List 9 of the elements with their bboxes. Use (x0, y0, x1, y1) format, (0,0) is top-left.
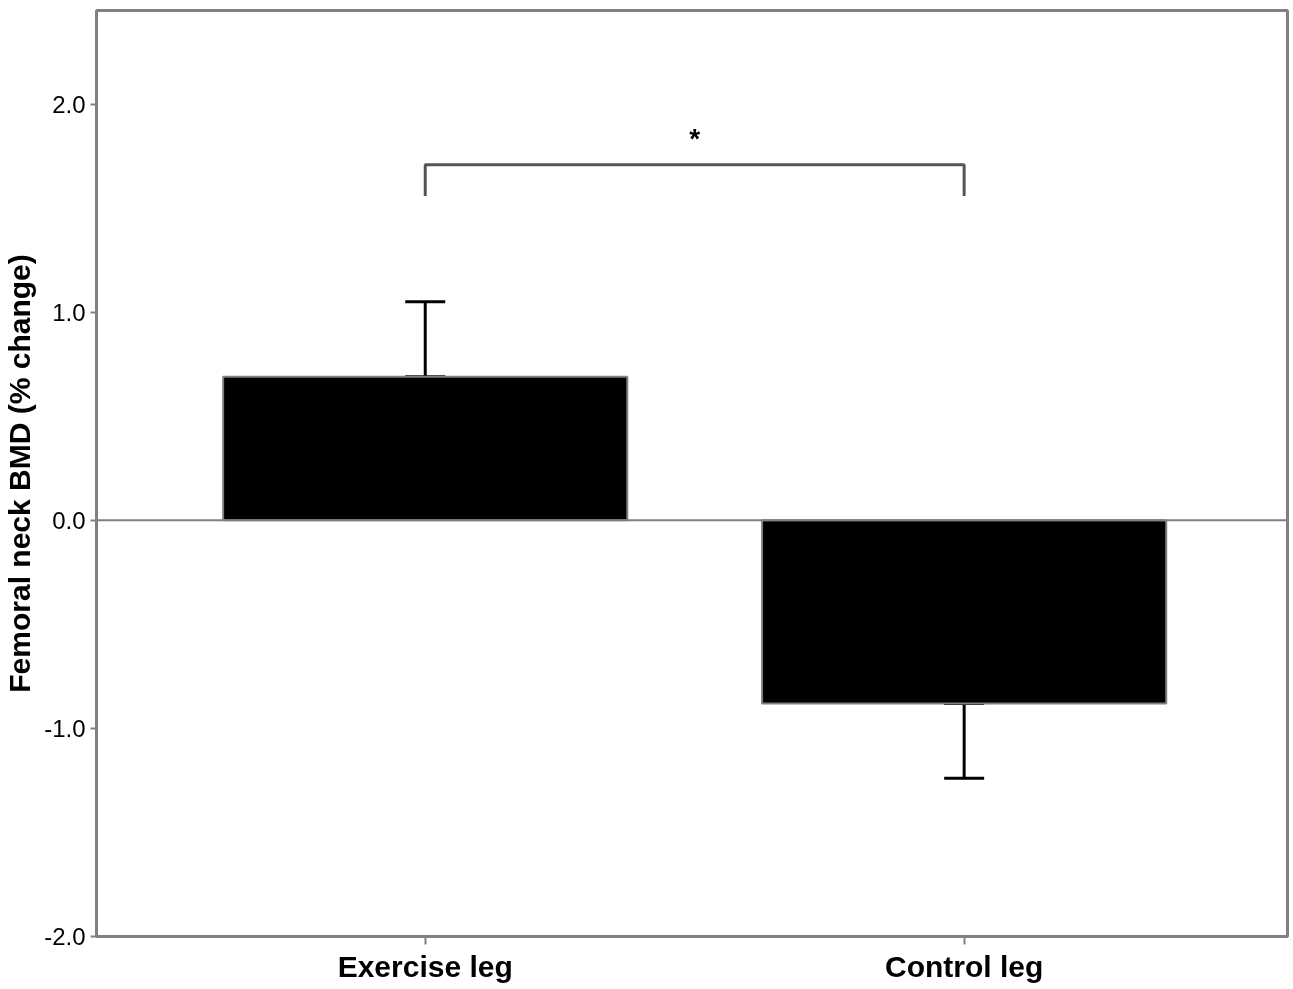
x-tick-label: Control leg (884, 949, 1044, 983)
y-tick-label: 0.0 (52, 506, 86, 534)
y-tick-label: -2.0 (44, 923, 86, 950)
y-tick-label: -1.0 (44, 714, 86, 742)
y-tick-label: 1.0 (52, 298, 86, 326)
x-tick-label: Exercise leg (337, 949, 513, 983)
y-tick-label: 2.0 (52, 90, 86, 118)
y-axis-title: Femoral neck BMD (% change) (3, 254, 37, 693)
annotation: * (689, 123, 701, 155)
